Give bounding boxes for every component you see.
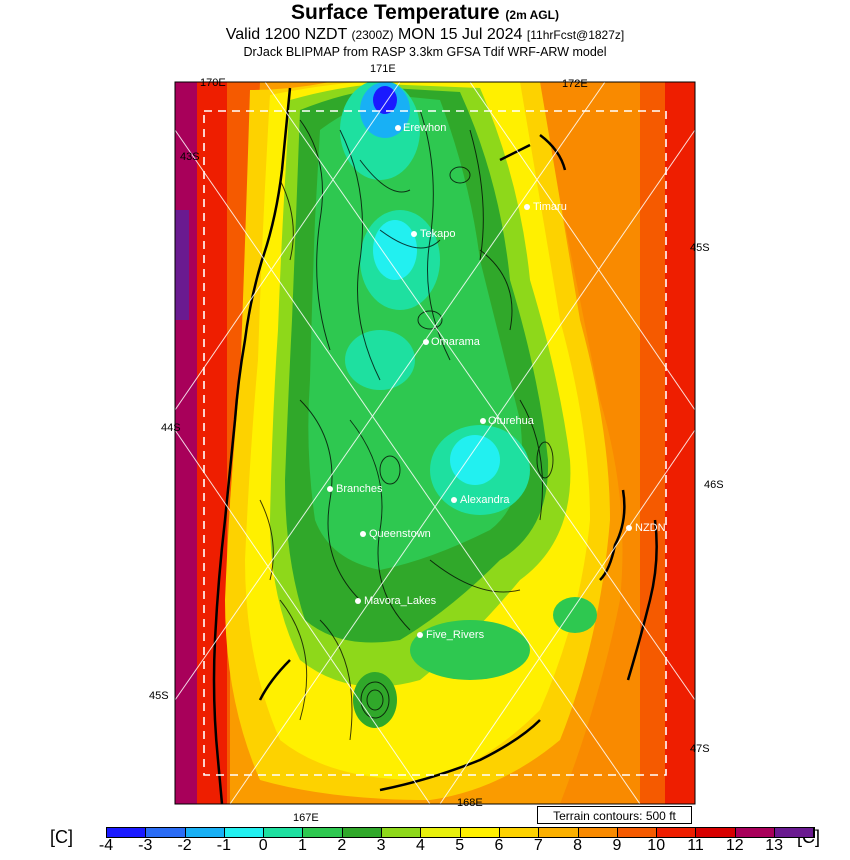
lat-label-45-left: 45S (149, 690, 169, 702)
colorbar-tick-label: 11 (687, 837, 704, 854)
colorbar-swatch (342, 828, 383, 837)
colorbar-tick-label: 9 (612, 837, 622, 854)
location-label-oturehua: Oturehua (488, 415, 534, 427)
colorbar-swatch (146, 828, 186, 837)
location-dot (417, 632, 423, 638)
colorbar-swatch (382, 828, 422, 837)
location-dot (411, 231, 417, 237)
valid-time: Valid 1200 NZDT (2300Z) MON 15 Jul 2024 … (225, 26, 625, 43)
location-label-erewhon: Erewhon (403, 122, 447, 134)
colorbar-swatch (499, 828, 540, 837)
location-dot (626, 525, 632, 531)
location-dot (395, 125, 401, 131)
location-dot (327, 486, 333, 492)
lat-label-47: 47S (690, 743, 710, 755)
location-dot (360, 531, 366, 537)
location-label-alexandra: Alexandra (460, 494, 510, 506)
colorbar-tick-label: 8 (573, 837, 583, 854)
colorbar-swatch (421, 828, 461, 837)
colorbar-swatch (657, 828, 697, 837)
colorbar-tick-label: 7 (533, 837, 543, 854)
location-label-branches: Branches (336, 483, 383, 495)
colorbar-tick-label: 6 (494, 837, 504, 854)
colorbar-tick-label: 3 (376, 837, 386, 854)
colorbar-tick-label: -1 (216, 837, 232, 854)
colorbar-swatch (185, 828, 225, 837)
colorbar-tick-label: 0 (258, 837, 268, 854)
location-label-nzdn: NZDN (635, 522, 666, 534)
location-label-queenstown: Queenstown (369, 528, 431, 540)
colorbar-unit-left: [C] (50, 827, 74, 847)
model-info: DrJack BLIPMAP from RASP 3.3km GFSA Tdif… (243, 45, 607, 59)
colorbar-tick-label: -2 (177, 837, 192, 854)
lat-label-44: 44S (161, 422, 181, 434)
colorbar-swatch (617, 828, 658, 837)
colorbar-swatch (775, 828, 815, 837)
terrain-contour-note: Terrain contours: 500 ft (537, 806, 692, 824)
colorbar-swatch (578, 828, 618, 837)
chart-title: Surface Temperature (2m AGL) (291, 1, 559, 24)
lon-label-172: 172E (562, 78, 588, 90)
colorbar (106, 827, 816, 838)
colorbar-tick-label: -4 (98, 837, 114, 854)
lon-label-170: 170E (200, 77, 226, 89)
location-label-omarama: Omarama (431, 336, 480, 348)
location-label-timaru: Timaru (533, 201, 567, 213)
location-dot (355, 598, 361, 604)
colorbar-tick-label: 13 (765, 837, 783, 854)
location-label-five-rivers: Five_Rivers (426, 629, 485, 641)
lon-label-168: 168E (457, 797, 483, 809)
colorbar-swatch (460, 828, 500, 837)
colorbar-swatch (539, 828, 579, 837)
location-dot (423, 339, 429, 345)
colorbar-tick-label: -3 (138, 837, 153, 854)
colorbar-tick-label: 10 (647, 837, 666, 854)
colorbar-tick-label: 4 (415, 837, 425, 854)
colorbar-tick-label: 5 (455, 837, 465, 854)
colorbar-swatch (303, 828, 343, 837)
location-dot (524, 204, 530, 210)
location-label-tekapo: Tekapo (420, 228, 456, 240)
colorbar-swatch (696, 828, 736, 837)
lon-label-167: 167E (293, 812, 319, 824)
lat-label-46: 46S (704, 479, 724, 491)
lon-label-171: 171E (370, 63, 396, 75)
colorbar-tick-label: 2 (337, 837, 347, 854)
lat-label-43: 43S (180, 151, 200, 163)
location-dot (480, 418, 486, 424)
lat-label-45-right: 45S (690, 242, 710, 254)
colorbar-swatch (224, 828, 265, 837)
colorbar-swatch (264, 828, 304, 837)
colorbar-swatch (735, 828, 776, 837)
colorbar-swatch (107, 828, 147, 837)
colorbar-tick-label: 1 (298, 837, 307, 854)
colorbar-tick-label: 12 (725, 837, 744, 854)
location-label-mavora-lakes: Mavora_Lakes (364, 595, 437, 607)
location-dot (451, 497, 457, 503)
